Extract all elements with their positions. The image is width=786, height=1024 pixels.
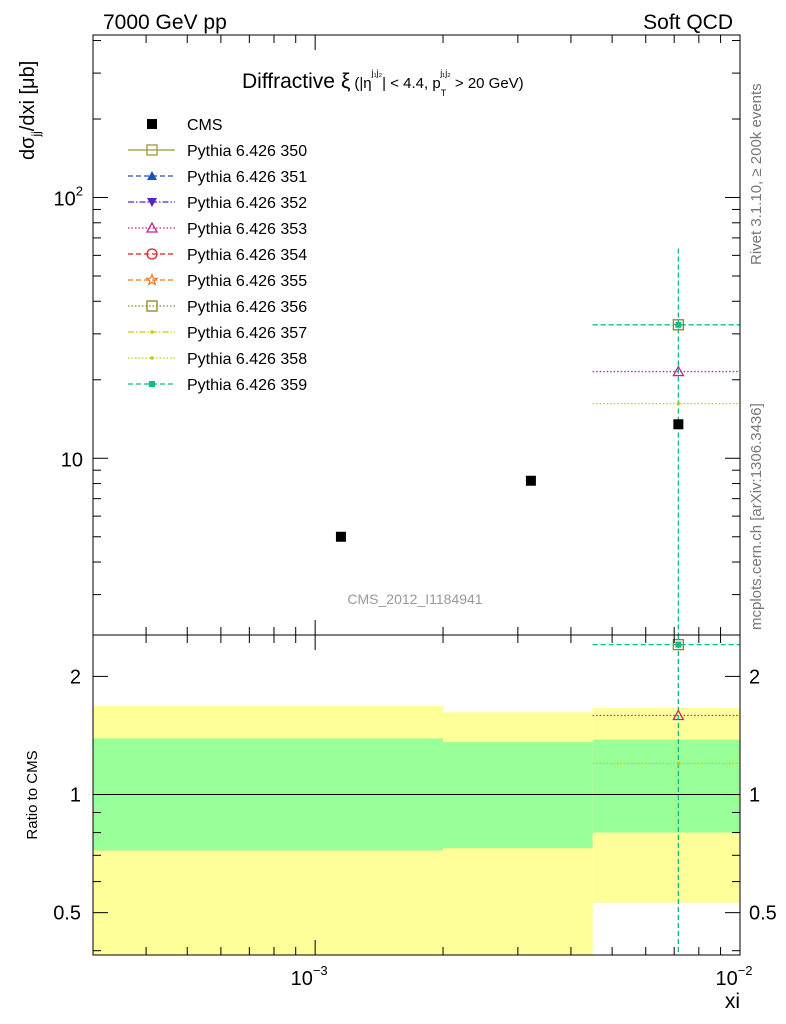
legend-label: Pythia 6.426 359 xyxy=(187,377,307,394)
ratio-point xyxy=(675,641,682,648)
legend-label: Pythia 6.426 353 xyxy=(187,221,307,238)
data-point xyxy=(672,365,685,377)
ratio-point xyxy=(672,709,685,721)
legend-label: Pythia 6.426 354 xyxy=(187,247,307,264)
mcplots-url-label: mcplots.cern.ch [arXiv:1306.3436] xyxy=(748,403,765,630)
legend-item: Pythia 6.426 351 xyxy=(128,169,307,186)
data-point xyxy=(676,401,681,406)
data-point xyxy=(525,475,536,486)
legend-marker xyxy=(149,381,155,387)
data-point xyxy=(672,319,685,331)
legend-label: Pythia 6.426 351 xyxy=(187,169,307,186)
main-plot-panel: 102 10 Diffractive ξ (|ηj₁j₂| < 4.4, pTj₁j₂… xyxy=(17,34,741,636)
ratio-y-axis-label: Ratio to CMS xyxy=(24,750,41,839)
legend-marker xyxy=(150,330,154,334)
x-tick-label: 10−3 xyxy=(291,963,328,990)
ratio-y-tick-label-right: 2 xyxy=(749,666,760,688)
ratio-y-tick-label-right: 1 xyxy=(749,785,760,807)
ratio-y-tick-label: 0.5 xyxy=(53,903,81,925)
main-y-tick-label: 102 xyxy=(54,184,83,211)
legend-item: Pythia 6.426 357 xyxy=(128,325,307,342)
data-point xyxy=(675,321,682,328)
ratio-point xyxy=(676,761,681,766)
legend-item: Pythia 6.426 350 xyxy=(128,143,307,160)
legend-marker xyxy=(150,356,154,360)
ratio-point xyxy=(672,638,685,651)
ratio-y-tick-label: 2 xyxy=(70,666,81,688)
legend-marker xyxy=(147,119,157,129)
legend-item: Pythia 6.426 354 xyxy=(128,247,307,264)
x-tick-label: 10−2 xyxy=(715,963,752,990)
legend-marker xyxy=(146,248,158,260)
uncertainty-band-green xyxy=(592,739,740,833)
legend-label: Pythia 6.426 355 xyxy=(187,273,307,290)
uncertainty-band-green xyxy=(443,742,593,849)
legend-marker xyxy=(145,272,159,286)
header-energy-label: 7000 GeV pp xyxy=(103,11,227,34)
header-process-label: Soft QCD xyxy=(643,11,733,34)
legend-item: Pythia 6.426 355 xyxy=(128,272,307,290)
legend-label: Pythia 6.426 358 xyxy=(187,351,307,368)
legend-label: Pythia 6.426 352 xyxy=(187,195,307,212)
ratio-y-tick-label-right: 0.5 xyxy=(749,903,777,925)
legend-marker xyxy=(145,221,159,233)
legend-item: Pythia 6.426 358 xyxy=(128,351,307,368)
data-point xyxy=(335,531,346,542)
analysis-id-label: CMS_2012_I1184941 xyxy=(347,591,482,607)
legend-label: Pythia 6.426 357 xyxy=(187,325,307,342)
legend-label: Pythia 6.426 350 xyxy=(187,143,307,160)
rivet-version-label: Rivet 3.1.10, ≥ 200k events xyxy=(748,83,765,265)
main-y-tick-label: 10 xyxy=(61,449,83,471)
legend-marker xyxy=(146,144,158,156)
legend-item: Pythia 6.426 353 xyxy=(128,221,307,238)
ratio-y-tick-label: 1 xyxy=(70,785,81,807)
legend: CMS Pythia 6.426 350 Pythia 6.426 351 Pythi… xyxy=(128,117,307,394)
legend-item: Pythia 6.426 356 xyxy=(128,299,307,316)
legend-label: CMS xyxy=(187,117,223,134)
y-axis-label: dσjj/dxi [μb] xyxy=(17,61,43,160)
legend-marker xyxy=(147,198,157,207)
x-axis-label: xi xyxy=(725,990,740,1013)
legend-item: Pythia 6.426 359 xyxy=(128,377,307,394)
legend-marker xyxy=(146,300,158,312)
data-point xyxy=(673,419,684,430)
legend-marker xyxy=(147,171,157,180)
legend-label: Pythia 6.426 356 xyxy=(187,299,307,316)
ratio-plot-panel: 2 2 1 1 0.5 0.5 10−3 10−2 Ratio to CMS xi xyxy=(24,634,777,1013)
legend-item: CMS xyxy=(147,117,223,134)
plot-title: Diffractive ξ (|ηj₁j₂| < 4.4, pTj₁j₂ > 20 … xyxy=(242,68,524,98)
legend-item: Pythia 6.426 352 xyxy=(128,195,307,212)
